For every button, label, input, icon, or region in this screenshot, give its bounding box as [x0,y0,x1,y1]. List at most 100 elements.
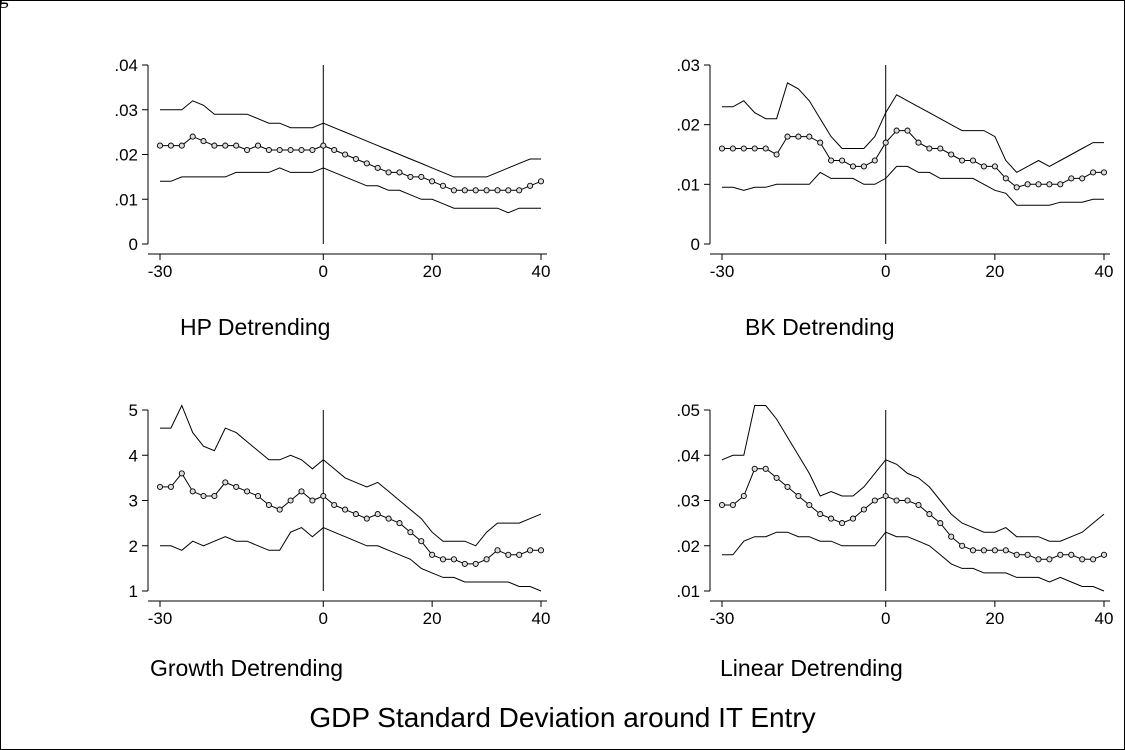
estimate-point [222,479,229,486]
estimate-point [1024,181,1031,188]
estimate-point [439,556,447,563]
estimate-point [407,529,414,536]
estimate-point [244,146,251,154]
estimate-point [385,515,392,522]
x-tick-label: 20 [423,609,442,628]
estimate-point [450,187,457,194]
estimate-point [254,142,262,149]
estimate-point [882,139,889,146]
estimate-point [969,157,977,164]
estimate-point [1068,551,1075,558]
y-tick-label: .04 [676,446,700,465]
estimate-point [156,142,164,149]
corner-label: g [0,0,9,10]
estimate-point [429,178,436,185]
estimate-point [450,556,457,563]
x-tick-label: 0 [319,609,328,628]
estimate-point [200,492,207,500]
x-tick-label: -30 [148,609,173,628]
estimate-point [937,520,944,527]
estimate-point [980,547,987,554]
y-tick-label: .04 [114,56,138,75]
x-tick-label: 20 [985,262,1004,281]
estimate-point [287,497,294,504]
y-tick-label: .03 [114,101,138,120]
estimate-point [494,187,501,194]
estimate-point [762,145,769,152]
y-tick-label: .01 [676,582,700,601]
estimate-point [396,520,403,527]
estimate-point [1002,175,1009,182]
y-tick-label: 0 [691,235,700,254]
series-line-upper [722,82,1104,174]
estimate-point [472,560,479,567]
estimate-point [948,151,955,158]
estimate-point [1046,556,1053,563]
y-tick-label: .01 [114,190,138,209]
estimate-point [871,157,878,164]
estimate-point [849,163,857,170]
y-tick-label: .01 [676,175,700,194]
estimate-point [1024,551,1031,558]
estimate-point [298,146,305,154]
x-tick-label: 0 [881,262,890,281]
estimate-point [751,145,758,152]
estimate-point [959,157,966,164]
estimate-point [342,151,349,158]
estimate-point [320,142,327,149]
estimate-point [483,556,490,563]
estimate-point [167,142,174,149]
estimate-point [505,187,512,194]
estimate-point [773,474,780,481]
estimate-point [298,488,305,495]
estimate-point [915,501,922,509]
estimate-point [926,511,933,518]
estimate-point [537,178,545,185]
x-tick-label: 40 [1095,609,1114,628]
x-tick-label: 20 [985,609,1004,628]
estimate-point [718,501,726,509]
panel-bk-detrending: 0 .01 .02 .03 -30 0 20 40 BK Detrending [676,56,1113,340]
estimate-point [189,133,196,140]
estimate-point [516,551,523,558]
estimate-point [1013,184,1020,191]
panel-title: Growth Detrending [150,655,343,681]
estimate-point [472,187,479,194]
estimate-point [740,145,747,152]
estimate-point [1057,551,1064,558]
estimate-point [860,506,867,513]
estimate-point [795,492,802,500]
panel-growth-detrending: 1 2 3 4 5 -30 0 20 40 Growth Detrending [129,401,551,681]
y-tick-label: 4 [129,446,138,465]
estimate-point [461,187,468,194]
panel-hp-detrending: 0 .01 .02 .03 .04 -30 0 20 40 HP Detrending [114,56,550,340]
x-tick-label: 0 [881,609,890,628]
series-line-estimate [722,468,1105,560]
estimate-point [211,492,218,500]
series-line-estimate [722,130,1104,188]
estimate-point [374,164,381,171]
estimate-point [396,169,403,176]
estimate-point [352,511,359,518]
estimate-point [882,492,889,500]
estimate-point [828,157,835,164]
estimate-point [156,483,164,490]
estimate-point [849,515,857,522]
estimate-point [795,133,802,140]
estimate-point [265,501,272,509]
estimate-point [948,533,955,540]
estimate-point [817,139,824,146]
estimate-point [784,483,791,490]
panel-title: HP Detrending [180,314,330,340]
panel-title: Linear Detrending [720,655,903,681]
y-tick-label: .05 [676,401,700,420]
estimate-point [352,155,359,163]
estimate-point [527,547,534,554]
figure-main-title: GDP Standard Deviation around IT Entry [309,702,816,733]
estimate-point [331,146,338,154]
estimate-point [505,551,512,558]
estimate-point [1100,169,1108,176]
estimate-point [1079,556,1086,563]
estimate-point [233,483,240,490]
